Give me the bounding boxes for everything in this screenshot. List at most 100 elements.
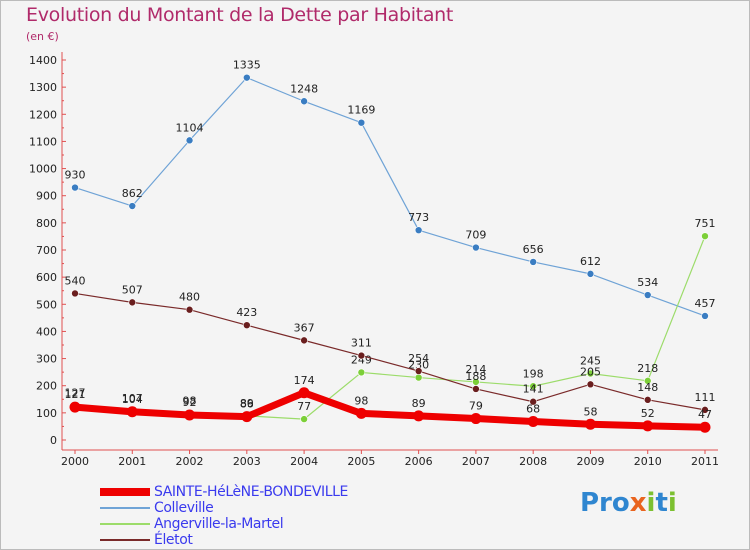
data-point — [185, 305, 194, 314]
legend-item: Életot — [100, 532, 400, 548]
y-tick-label: 1400 — [29, 54, 57, 67]
data-point — [701, 232, 709, 240]
data-label: 773 — [408, 211, 429, 224]
y-tick-label: 400 — [36, 325, 57, 338]
data-label: 107 — [122, 392, 143, 405]
data-label: 148 — [637, 381, 658, 394]
data-label: 862 — [122, 187, 143, 200]
data-label: 656 — [523, 243, 544, 256]
data-point — [71, 289, 79, 298]
data-label: 1248 — [290, 82, 318, 95]
data-label: 174 — [294, 374, 315, 387]
data-label: 198 — [523, 367, 544, 380]
y-tick-label: 1200 — [29, 108, 57, 121]
y-tick-label: 900 — [36, 190, 57, 203]
legend: SAINTE-HéLèNE-BONDEVILLE Colleville Ange… — [100, 484, 400, 548]
data-point — [300, 336, 308, 345]
chart-title: Evolution du Montant de la Dette par Hab… — [26, 4, 454, 26]
y-tick-label: 700 — [36, 244, 57, 257]
data-label: 1104 — [176, 121, 204, 134]
data-label: 218 — [637, 362, 658, 375]
data-label: 68 — [526, 403, 540, 416]
y-tick-label: 200 — [36, 380, 57, 393]
data-point — [527, 416, 539, 428]
data-point — [357, 351, 366, 360]
data-point — [126, 406, 138, 418]
data-label: 709 — [465, 229, 486, 242]
x-tick-label: 2006 — [405, 455, 433, 468]
data-point — [586, 270, 595, 278]
data-point — [413, 410, 425, 422]
y-tick-label: 1100 — [29, 135, 57, 148]
data-label: 104 — [122, 393, 143, 406]
data-point — [185, 136, 194, 145]
data-point — [300, 415, 308, 423]
data-label: 507 — [122, 283, 143, 296]
x-tick-label: 2000 — [61, 455, 89, 468]
data-label: 751 — [695, 217, 716, 230]
data-label: 89 — [412, 397, 426, 410]
y-tick-label: 300 — [36, 353, 57, 366]
data-point — [643, 396, 652, 404]
data-label: 98 — [183, 394, 197, 407]
x-tick-label: 2003 — [233, 455, 261, 468]
data-label: 89 — [240, 397, 254, 410]
data-point — [642, 420, 654, 432]
data-point — [357, 118, 366, 127]
y-tick-label: 1300 — [29, 81, 57, 94]
data-point — [300, 97, 308, 106]
x-tick-label: 2004 — [290, 455, 318, 468]
data-point — [586, 380, 595, 389]
data-point — [128, 202, 137, 210]
data-label: 111 — [695, 391, 716, 404]
y-tick-label: 100 — [36, 407, 57, 420]
x-tick-label: 2007 — [462, 455, 490, 468]
series-line — [74, 77, 706, 317]
data-point — [529, 382, 537, 391]
data-label: 121 — [65, 388, 86, 401]
data-point — [529, 258, 537, 266]
data-point — [128, 298, 137, 307]
x-tick-label: 2009 — [576, 455, 604, 468]
data-label: 1335 — [233, 59, 261, 72]
legend-label: Angerville-la-Martel — [154, 516, 284, 532]
legend-label: Életot — [154, 532, 193, 548]
data-point — [472, 385, 480, 393]
data-label: 52 — [641, 407, 655, 420]
data-point — [355, 407, 367, 419]
x-tick-label: 2002 — [176, 455, 204, 468]
data-point — [241, 411, 253, 423]
y-tick-label: 1000 — [29, 163, 57, 176]
x-tick-label: 2001 — [118, 455, 146, 468]
series-line — [74, 292, 706, 411]
data-label: 188 — [465, 370, 486, 383]
data-label: 79 — [469, 400, 483, 413]
data-label: 230 — [408, 359, 429, 372]
data-point — [529, 397, 537, 406]
y-tick-label: 800 — [36, 217, 57, 230]
data-label: 58 — [583, 405, 597, 418]
y-tick-label: 0 — [50, 434, 57, 447]
data-label: 612 — [580, 255, 601, 268]
x-tick-label: 2008 — [519, 455, 547, 468]
data-label: 311 — [351, 337, 372, 350]
data-label: 457 — [695, 297, 716, 310]
data-point — [584, 418, 596, 430]
data-label: 480 — [179, 291, 200, 304]
chart-subtitle: (en €) — [26, 30, 59, 43]
series-line — [71, 389, 709, 431]
data-label: 423 — [236, 306, 257, 319]
data-point — [69, 401, 81, 413]
data-point — [243, 73, 251, 82]
proxiti-logo: Proxiti — [580, 488, 677, 518]
legend-item: Angerville-la-Martel — [100, 516, 400, 532]
data-label: 205 — [580, 365, 601, 378]
legend-label: Colleville — [154, 500, 214, 516]
data-label: 930 — [65, 169, 86, 182]
x-tick-label: 2005 — [347, 455, 375, 468]
data-point — [414, 367, 423, 375]
data-label: 367 — [294, 321, 315, 334]
data-point — [243, 321, 251, 329]
